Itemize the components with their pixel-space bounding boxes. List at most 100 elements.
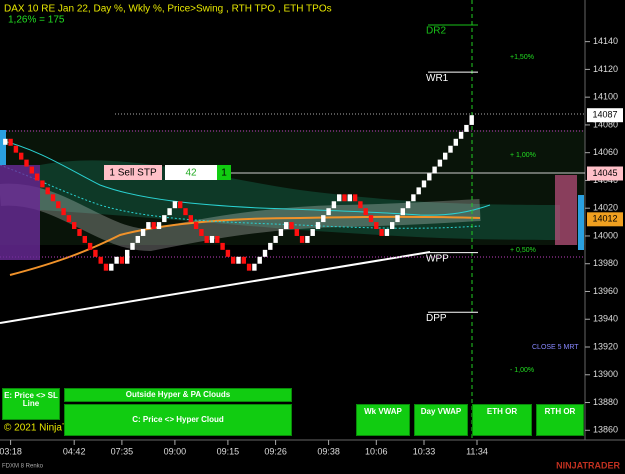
toggle-button[interactable]: E: Price <> SL Line	[2, 388, 60, 420]
renko-brick	[199, 229, 204, 236]
toggle-button[interactable]: RTH OR	[536, 404, 584, 436]
pivot-label: WPP	[426, 253, 449, 264]
renko-brick	[188, 215, 193, 223]
order-label[interactable]: 1 Sell STP	[109, 168, 157, 179]
renko-brick	[416, 187, 421, 195]
y-tick-label: 13880	[593, 397, 618, 407]
moving-average-3	[0, 164, 481, 229]
renko-brick	[162, 215, 167, 223]
chart-title: DAX 10 RE Jan 22, Day %, Wkly %, Price>S…	[4, 4, 332, 15]
renko-brick	[257, 256, 262, 264]
x-tick-label: 04:42	[63, 446, 86, 456]
renko-brick	[87, 242, 93, 250]
renko-brick	[204, 235, 209, 243]
renko-brick	[66, 215, 72, 223]
order-price[interactable]: 42	[185, 168, 197, 179]
x-tick-label: 10:33	[413, 446, 436, 456]
renko-brick	[432, 166, 437, 174]
renko-brick	[395, 215, 400, 223]
renko-brick	[437, 159, 443, 167]
y-tick-label: 14080	[593, 119, 618, 129]
renko-brick	[93, 249, 98, 257]
renko-brick	[193, 222, 199, 230]
trend-line	[0, 251, 431, 324]
renko-brick	[119, 256, 125, 264]
tpo-profile	[0, 165, 40, 260]
y-tick-label: 13960	[593, 286, 618, 296]
renko-brick	[56, 201, 61, 209]
toggle-button[interactable]: C: Price <> Hyper Cloud	[64, 404, 292, 436]
order-label-bg	[104, 165, 162, 180]
renko-brick	[289, 222, 294, 230]
percent-label: - 1,00%	[510, 367, 534, 374]
renko-brick	[109, 263, 114, 271]
order-qty[interactable]: 1	[221, 168, 227, 179]
y-tick-label: 14120	[593, 64, 618, 74]
renko-brick	[130, 242, 135, 250]
x-tick-label: 03:18	[0, 446, 22, 456]
pa-cloud	[0, 183, 481, 252]
renko-brick	[156, 222, 162, 230]
renko-brick	[183, 208, 188, 216]
x-tick-label: 11:34	[466, 446, 488, 456]
renko-brick	[262, 249, 268, 257]
hyper-cloud	[40, 160, 560, 240]
renko-brick	[61, 208, 66, 216]
renko-brick	[268, 242, 273, 250]
order-qty-bg	[217, 165, 231, 180]
pivot-label: WR1	[426, 73, 449, 84]
toggle-button[interactable]: Day VWAP	[414, 404, 468, 436]
renko-brick	[82, 235, 87, 243]
renko-brick	[453, 138, 458, 146]
renko-brick	[172, 201, 178, 209]
renko-brick	[24, 159, 29, 167]
chart-subtitle: 1,26% = 175	[8, 15, 65, 26]
renko-brick	[405, 201, 411, 209]
renko-brick	[252, 263, 257, 271]
renko-brick	[98, 256, 103, 264]
renko-brick	[29, 166, 34, 174]
renko-brick	[241, 256, 246, 264]
renko-brick	[443, 152, 448, 160]
renko-brick	[273, 235, 278, 243]
y-tick-label: 13860	[593, 425, 618, 435]
x-tick-label: 10:06	[365, 446, 388, 456]
renko-brick	[236, 256, 241, 264]
toggle-button[interactable]: Outside Hyper & PA Clouds	[64, 388, 292, 402]
renko-brick	[215, 235, 220, 243]
renko-brick	[310, 229, 315, 236]
renko-brick	[363, 208, 368, 216]
renko-brick	[151, 222, 156, 230]
toggle-button[interactable]: ETH OR	[472, 404, 532, 436]
percent-label: +1,50%	[510, 54, 534, 61]
renko-brick	[368, 215, 374, 223]
y-tick-label: 13980	[593, 258, 618, 268]
renko-brick	[77, 229, 82, 236]
renko-brick	[284, 222, 289, 230]
renko-brick	[464, 124, 469, 132]
renko-brick	[246, 263, 252, 271]
renko-brick	[40, 180, 45, 188]
y-tick-label: 13900	[593, 369, 618, 379]
x-tick-label: 07:35	[111, 446, 134, 456]
renko-brick	[278, 229, 284, 236]
toggle-button[interactable]: Wk VWAP	[356, 404, 410, 436]
renko-brick	[72, 222, 77, 230]
price-marker-bg	[587, 108, 623, 123]
renko-brick	[45, 187, 50, 195]
note: CLOSE 5 MRT	[532, 344, 579, 351]
price-marker: 14045	[592, 168, 617, 178]
renko-brick	[358, 201, 363, 209]
renko-brick	[374, 222, 379, 230]
renko-brick	[294, 229, 299, 236]
side-marker	[578, 195, 584, 250]
side-marker	[0, 130, 6, 165]
renko-brick	[326, 208, 331, 216]
renko-brick	[384, 229, 390, 236]
x-tick-label: 09:26	[264, 446, 287, 456]
price-marker-bg	[587, 166, 623, 181]
renko-brick	[19, 152, 24, 160]
instrument: FDXM 8 Renko	[2, 464, 44, 470]
renko-brick	[114, 256, 119, 264]
